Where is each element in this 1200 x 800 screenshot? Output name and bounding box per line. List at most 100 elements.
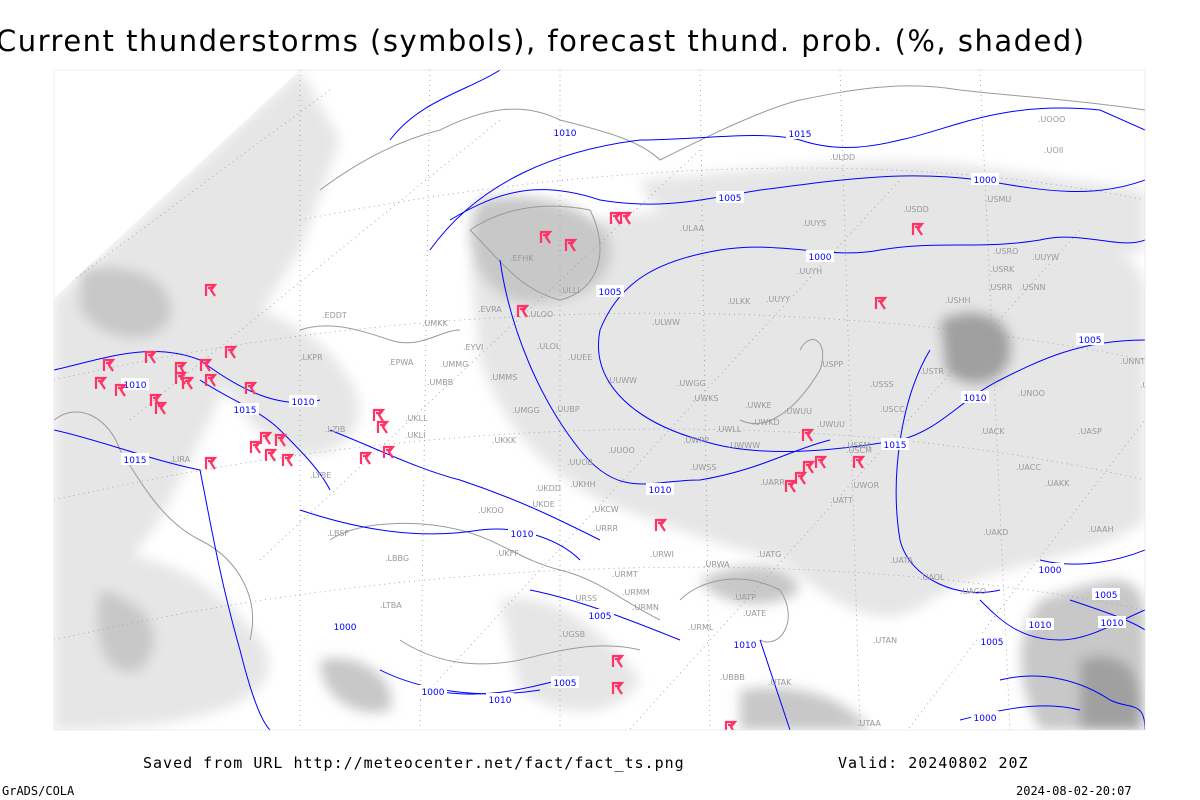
- isobar-label-bg: [551, 126, 579, 138]
- thunderstorm-symbol-icon: [372, 408, 386, 422]
- thunderstorm-symbol-icon: [619, 211, 633, 225]
- thunderstorm-symbol-icon: [144, 350, 158, 364]
- coastline: [54, 411, 254, 641]
- station-label: .UUOB: [567, 458, 593, 467]
- station-label: .URWI: [650, 550, 674, 559]
- map-title: Current thunderstorms (symbols), forecas…: [0, 24, 1086, 58]
- isobar-label: 1010: [649, 486, 672, 496]
- station-label: .URMT: [612, 570, 638, 579]
- station-label: .USMU: [985, 195, 1011, 204]
- station-label: .UTAA: [857, 719, 881, 728]
- thunderstorm-symbol-icon: [199, 358, 213, 372]
- station-label: .UWKE: [745, 401, 772, 410]
- station-label: .URML: [688, 623, 714, 632]
- station-label: .UMBB: [427, 378, 453, 387]
- thunderstorm-symbol-icon: [154, 401, 168, 415]
- grid-line: [419, 70, 431, 730]
- coastlines: [54, 85, 1145, 665]
- isobar-line: [759, 639, 791, 730]
- station-labels: .ULAA .ULOL .UUEE .UUWW .UMMS .UMGG .UUBP .UKKK…: [170, 115, 1165, 728]
- station-label: .UATT: [830, 496, 853, 505]
- station-label: .UATG: [757, 550, 781, 559]
- thunderstorm-symbol-icon: [281, 453, 295, 467]
- isobar-line: [429, 107, 1145, 251]
- isobar-line: [199, 379, 331, 491]
- grid-line: [899, 419, 1145, 730]
- isobar-line: [499, 259, 831, 485]
- isobar-line: [1069, 599, 1145, 631]
- isobar-label: 1005: [1079, 336, 1102, 346]
- station-label: .UATA: [890, 556, 914, 565]
- station-label: .UWKD: [752, 418, 780, 427]
- station-label: .UAAH: [1088, 525, 1114, 534]
- station-label: .ULDD: [830, 153, 855, 162]
- storm-symbols: [94, 211, 925, 730]
- station-label: .EVRA: [478, 305, 502, 314]
- station-label: .USRK: [990, 265, 1015, 274]
- station-label: .UTAK: [768, 678, 792, 687]
- station-label: .EYVI: [463, 343, 483, 352]
- station-label: .UNOO: [1018, 389, 1045, 398]
- thunderstorm-symbol-icon: [224, 345, 238, 359]
- isobar-label-bg: [596, 285, 624, 297]
- thunderstorm-symbol-icon: [802, 460, 816, 474]
- station-label: .UKHH: [570, 480, 596, 489]
- station-label: .UWKS: [692, 394, 719, 403]
- station-label: .USRO: [993, 247, 1018, 256]
- isobar-line: [999, 675, 1145, 730]
- thunderstorm-symbol-icon: [382, 445, 396, 459]
- station-label: .UGSB: [560, 630, 585, 639]
- station-label: .UKLI: [405, 431, 425, 440]
- thunderstorm-symbol-icon: [204, 283, 218, 297]
- station-label: .UAOL: [920, 573, 945, 582]
- station-label: .UACC: [1016, 463, 1041, 472]
- station-label: .LBSF: [327, 529, 349, 538]
- thunderstorm-symbol-icon: [801, 428, 815, 442]
- isobar-label: 1015: [789, 130, 812, 140]
- station-label: .UKKK: [492, 436, 517, 445]
- probability-area: [700, 566, 800, 604]
- thunderstorm-symbol-icon: [204, 373, 218, 387]
- thunderstorm-symbol-icon: [784, 479, 798, 493]
- isobar-line: [299, 509, 581, 561]
- isobar-line: [599, 236, 1145, 331]
- station-label: .LYBE: [310, 471, 331, 480]
- station-label: .UACK: [980, 427, 1005, 436]
- station-label: .ULOL: [537, 342, 561, 351]
- isobar-label: 1010: [489, 696, 512, 706]
- station-label: .ULLI: [560, 286, 580, 295]
- thunderstorm-symbol-icon: [516, 304, 530, 318]
- probability-area: [320, 658, 392, 713]
- station-label: .UWWW: [728, 441, 760, 450]
- station-label: .LTBA: [380, 601, 402, 610]
- isobar-label-bg: [289, 395, 317, 407]
- coastline: [299, 325, 461, 344]
- station-label: .USSM: [845, 441, 871, 450]
- probability-area: [97, 590, 155, 672]
- station-label: .UKCW: [592, 505, 619, 514]
- isobar-label: 1005: [981, 638, 1004, 648]
- station-label: .USTR: [920, 367, 944, 376]
- station-label: .USDD: [903, 205, 929, 214]
- isobar-label-bg: [1076, 333, 1104, 345]
- probability-area: [54, 70, 340, 620]
- station-label: .LZIB: [325, 425, 345, 434]
- isobar-label: 1005: [589, 612, 612, 622]
- station-label: .UWGG: [677, 379, 706, 388]
- station-label: .EPWA: [388, 358, 414, 367]
- isobar-line: [1039, 549, 1145, 565]
- probability-area: [470, 206, 1145, 617]
- generation-timestamp: 2024-08-02-20:07: [1016, 784, 1132, 798]
- station-label: .UWOR: [851, 481, 880, 490]
- station-label: .EFHK: [510, 254, 534, 263]
- isobar-label: 1000: [1039, 566, 1062, 576]
- station-label: .EDDT: [322, 311, 347, 320]
- station-label: .USHH: [945, 296, 971, 305]
- isobar-line: [379, 669, 541, 695]
- station-label: .UWUU: [784, 407, 812, 416]
- station-label: .UNBB: [1140, 381, 1165, 390]
- thunderstorm-symbol-icon: [814, 455, 828, 469]
- station-label: .UUYW: [1032, 253, 1059, 262]
- station-label: .UNNT: [1120, 357, 1145, 366]
- coastline: [329, 522, 661, 621]
